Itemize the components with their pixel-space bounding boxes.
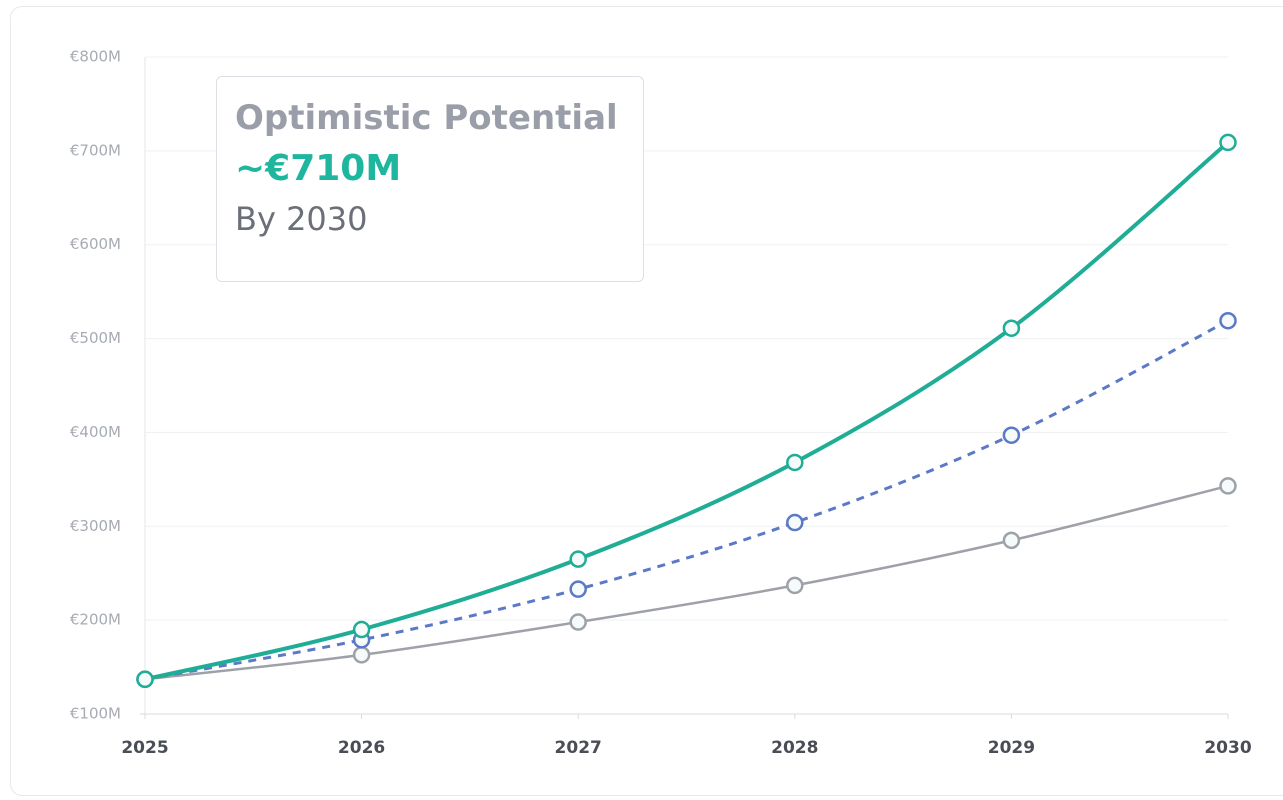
- point: [136, 670, 154, 689]
- point: [786, 453, 804, 472]
- annotation-title: Optimistic Potential: [235, 98, 618, 138]
- point: [569, 613, 587, 631]
- x-tick-label: 2027: [555, 738, 602, 758]
- y-tick-label: €500M: [70, 329, 121, 347]
- series-line: [144, 484, 1229, 681]
- point: [1219, 133, 1237, 152]
- card: [10, 6, 1283, 796]
- point: [1002, 531, 1021, 550]
- x-tick-label: 2028: [771, 738, 818, 758]
- point: [352, 620, 371, 639]
- x-tick-label: 2025: [121, 738, 168, 758]
- y-tick-label: €200M: [70, 611, 121, 629]
- annotation-note: By 2030: [235, 200, 368, 238]
- series-line: [144, 140, 1230, 682]
- y-tick-label: €100M: [70, 705, 121, 723]
- point: [1002, 319, 1021, 337]
- point: [786, 513, 804, 532]
- point: [786, 576, 804, 595]
- x-tick-label: 2030: [1204, 738, 1251, 758]
- point: [569, 580, 587, 598]
- point: [1219, 477, 1237, 495]
- annotation-value: ~€710M: [235, 148, 402, 189]
- annotation-box: Optimistic Potential ~€710M By 2030: [216, 76, 644, 282]
- x-tick-label: 2029: [988, 738, 1035, 758]
- point: [569, 550, 587, 568]
- y-tick-label: €300M: [70, 517, 121, 535]
- y-tick-label: €400M: [70, 423, 121, 441]
- series-line: [144, 319, 1229, 681]
- point: [1002, 426, 1021, 444]
- y-tick-label: €600M: [70, 235, 121, 253]
- point: [1219, 311, 1237, 330]
- y-tick-label: €700M: [70, 141, 121, 159]
- y-tick-label: €800M: [70, 48, 121, 66]
- x-tick-label: 2026: [338, 738, 385, 758]
- point: [352, 646, 371, 664]
